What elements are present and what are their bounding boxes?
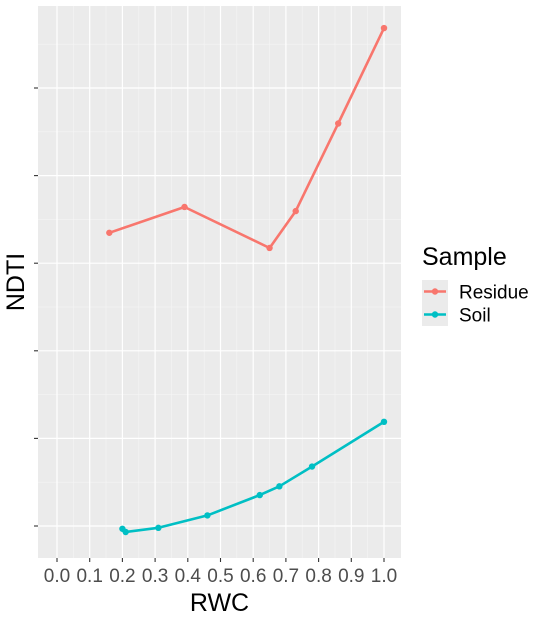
x-tick-label: 0.0 — [44, 566, 70, 587]
data-point-residue — [380, 24, 388, 32]
y-axis-title: NDTI — [2, 253, 30, 311]
data-point-soil — [256, 491, 263, 499]
data-point-soil — [308, 463, 316, 470]
series-soil — [119, 418, 388, 536]
legend-key-point — [431, 311, 439, 318]
data-point-residue — [266, 244, 273, 252]
legend-title: Sample — [422, 243, 507, 271]
data-point-residue — [335, 120, 342, 127]
x-tick-label: 0.4 — [175, 566, 202, 587]
series-line-soil — [121, 420, 386, 534]
x-tick-label: 0.8 — [305, 566, 331, 587]
x-tick-label: 0.5 — [207, 566, 233, 587]
legend-label-residue: Residue — [459, 283, 529, 304]
series-layer — [106, 24, 388, 536]
grid-minor — [38, 6, 401, 558]
data-point-residue — [106, 229, 113, 236]
y-axis — [34, 87, 38, 527]
data-point-soil — [380, 418, 388, 426]
data-point-residue — [181, 203, 188, 211]
x-axis-title: RWC — [190, 589, 249, 617]
x-tick-label: 0.9 — [338, 566, 364, 587]
plot-panel — [38, 6, 401, 558]
data-point-soil — [122, 528, 129, 536]
legend-key-point — [431, 288, 439, 295]
series-residue — [106, 24, 388, 252]
data-point-soil — [204, 512, 211, 519]
x-tick-label: 0.7 — [273, 566, 299, 587]
data-point-soil — [276, 483, 283, 490]
legend-item-soil: Soil — [422, 303, 491, 327]
legend-label-soil: Soil — [459, 306, 491, 327]
series-line-residue — [108, 26, 386, 250]
data-point-soil — [155, 524, 162, 532]
legend-item-residue: Residue — [422, 280, 529, 304]
x-tick-label: 0.3 — [142, 566, 168, 587]
grid-major — [38, 6, 401, 558]
x-tick-label: 0.2 — [109, 566, 135, 587]
x-tick-label: 0.1 — [76, 566, 102, 587]
x-tick-label: 1.0 — [371, 566, 397, 587]
x-tick-label: 0.6 — [240, 566, 266, 587]
data-point-residue — [292, 207, 299, 215]
x-axis: 0.0 0.1 0.2 0.3 0.4 0.5 0.6 0.7 0.8 0.9 1.0 — [44, 558, 397, 587]
